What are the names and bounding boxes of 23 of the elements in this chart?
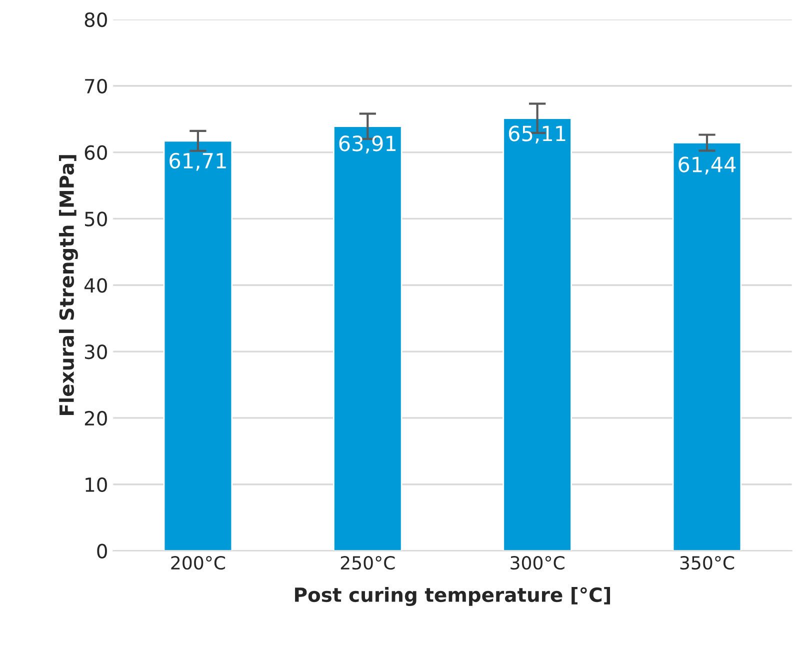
y-tick-label: 20	[84, 410, 107, 426]
y-tick-label: 80	[84, 12, 107, 28]
y-tick-label: 0	[97, 544, 107, 558]
x-tick-label: 300°C	[510, 556, 564, 570]
x-tick-label: 350°C	[680, 556, 734, 570]
bar	[333, 126, 402, 551]
y-axis-title: Flexural Strength [MPa]	[58, 155, 78, 416]
bar	[672, 142, 742, 551]
bar	[163, 140, 233, 551]
data-label: 61,44	[678, 156, 736, 174]
data-label: 63,91	[339, 136, 396, 154]
y-tick-label: 40	[84, 278, 107, 293]
x-tick-label: 250°C	[340, 556, 395, 570]
data-label: 61,71	[170, 152, 226, 171]
data-label: 65,11	[508, 126, 566, 144]
x-tick-label: 200°C	[171, 556, 226, 570]
y-tick-label: 10	[86, 477, 107, 492]
y-tick-label: 30	[85, 344, 107, 360]
y-tick-label: 50	[85, 212, 107, 226]
y-tick-label: 60	[84, 145, 107, 160]
y-tick-label: 70	[85, 78, 107, 94]
bar	[502, 118, 572, 551]
x-axis-title: Post curing temperature [°C]	[295, 587, 610, 606]
